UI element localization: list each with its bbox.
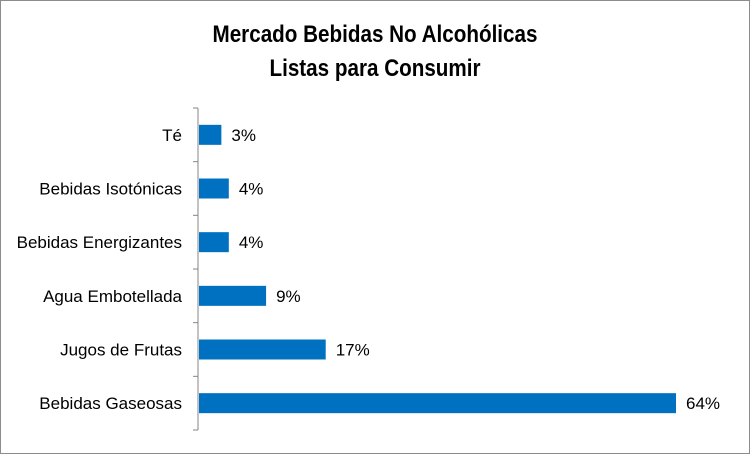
value-label: 64%	[686, 394, 720, 413]
chart-title: Mercado Bebidas No Alcohólicas Listas pa…	[53, 18, 698, 86]
bar	[199, 339, 326, 360]
category-label: Bebidas Gaseosas	[39, 394, 182, 413]
value-label: 17%	[336, 341, 370, 360]
bar	[199, 393, 676, 414]
value-label: 3%	[231, 126, 256, 145]
bar	[199, 124, 222, 145]
bar	[199, 178, 229, 199]
chart-title-line-2: Listas para Consumir	[269, 55, 481, 82]
category-label: Bebidas Isotónicas	[39, 180, 182, 199]
bar	[199, 232, 229, 253]
value-label: 9%	[276, 287, 301, 306]
value-label: 4%	[239, 180, 264, 199]
category-label: Bebidas Energizantes	[17, 233, 182, 252]
category-label: Té	[162, 126, 182, 145]
category-label: Agua Embotellada	[43, 287, 182, 306]
value-label: 4%	[239, 233, 264, 252]
chart-title-line-1: Mercado Bebidas No Alcohólicas	[212, 21, 538, 48]
category-label: Jugos de Frutas	[60, 341, 182, 360]
bar	[199, 285, 267, 306]
